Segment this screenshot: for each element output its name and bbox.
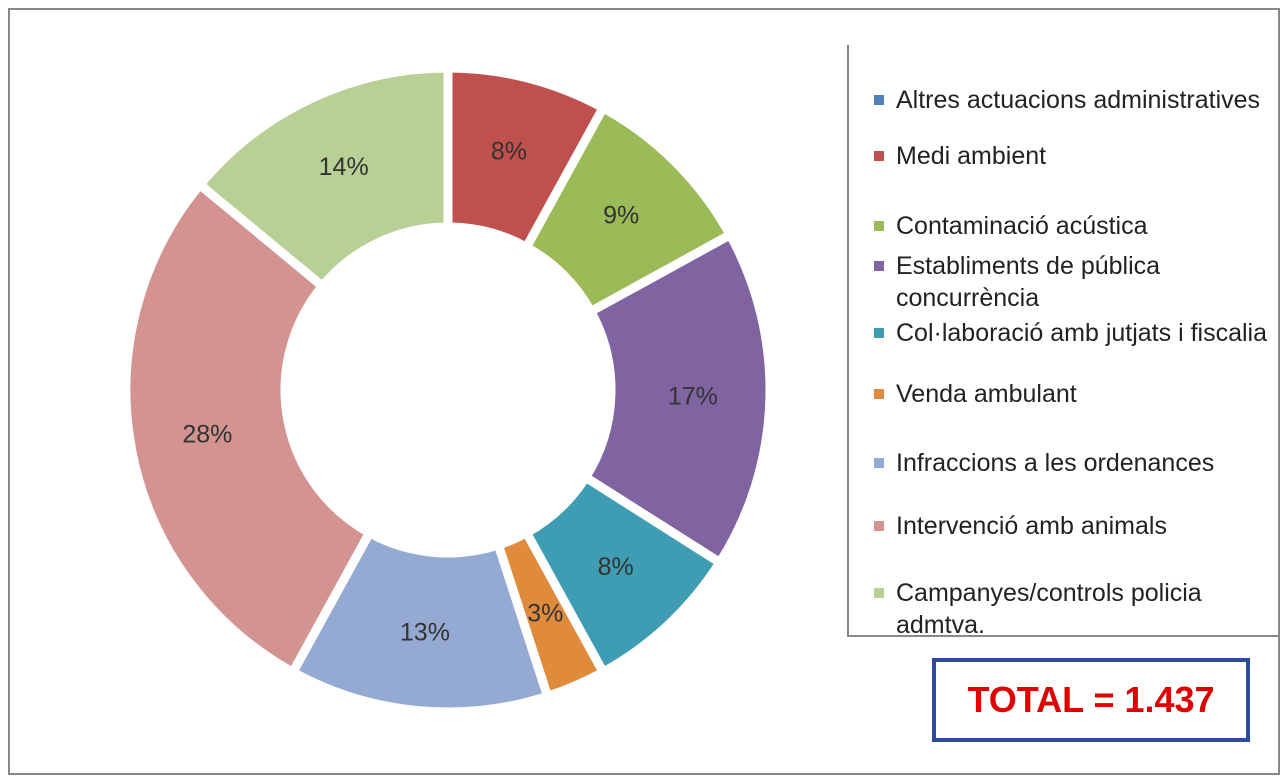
- legend-item: Campanyes/controls policia admtva.: [874, 577, 1274, 641]
- legend-swatch: [874, 328, 884, 338]
- legend-label: Infraccions a les ordenances: [896, 449, 1215, 477]
- legend-item: Infraccions a les ordenances: [874, 447, 1274, 479]
- legend-item: Col·laboració amb jutjats i fiscalia: [874, 317, 1274, 349]
- donut-slice: [193, 63, 453, 293]
- legend-item: Altres actuacions administratives: [874, 84, 1274, 116]
- slice-label: 8%: [491, 137, 527, 165]
- slice-label: 8%: [598, 553, 634, 581]
- total-annotation: TOTAL = 1.437: [932, 658, 1250, 742]
- legend-label: Col·laboració amb jutjats i fiscalia: [896, 319, 1267, 347]
- legend-item: Intervenció amb animals: [874, 510, 1274, 542]
- legend-frame: [847, 45, 1280, 637]
- legend-item: Medi ambient: [874, 140, 1274, 172]
- slice-label: 17%: [668, 382, 718, 410]
- donut-slice: [121, 178, 376, 679]
- legend-swatch: [874, 95, 884, 105]
- slice-label: 3%: [527, 599, 563, 627]
- legend-label: Venda ambulant: [896, 380, 1077, 408]
- slice-label: 13%: [400, 619, 450, 647]
- slice-label: 28%: [182, 421, 232, 449]
- donut-slice: [286, 526, 554, 717]
- chart-frame: [8, 8, 1280, 775]
- donut-slice: [579, 228, 775, 569]
- legend-swatch: [874, 521, 884, 531]
- legend-label: Contaminació acústica: [896, 212, 1148, 240]
- legend-item: Contaminació acústica: [874, 210, 1274, 242]
- legend-item: Venda ambulant: [874, 378, 1274, 410]
- legend-label: Altres actuacions administratives: [896, 86, 1261, 114]
- legend-swatch: [874, 588, 884, 598]
- slice-label: 14%: [319, 153, 369, 181]
- legend-swatch: [874, 261, 884, 271]
- legend-label: Intervenció amb animals: [896, 512, 1167, 540]
- legend-swatch: [874, 458, 884, 468]
- slice-label: 9%: [603, 201, 639, 229]
- legend-label: Medi ambient: [896, 142, 1047, 170]
- legend-swatch: [874, 221, 884, 231]
- legend-item: Establiments de pública concurrència: [874, 250, 1274, 314]
- legend-label: Establiments de pública concurrència: [896, 252, 1161, 312]
- legend-swatch: [874, 389, 884, 399]
- legend-swatch: [874, 151, 884, 161]
- legend-label: Campanyes/controls policia admtva.: [896, 579, 1202, 639]
